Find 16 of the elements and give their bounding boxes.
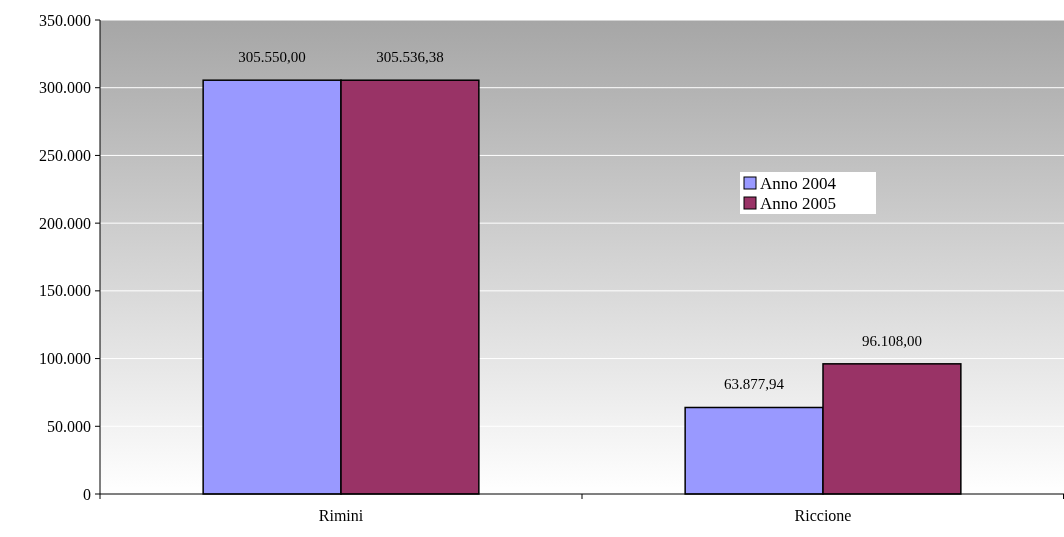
legend-label: Anno 2004: [760, 173, 837, 193]
y-tick-label: 50.000: [47, 417, 91, 435]
y-tick-label: 200.000: [39, 214, 91, 232]
y-tick-label: 300.000: [39, 79, 91, 97]
y-tick-label: 0: [83, 485, 91, 503]
data-label: 305.536,38: [376, 49, 444, 66]
y-tick-label: 150.000: [39, 282, 91, 300]
legend-label: Anno 2005: [760, 193, 837, 213]
y-tick-label: 350.000: [39, 11, 91, 29]
data-label: 96.108,00: [861, 332, 922, 349]
y-tick-label: 100.000: [39, 350, 91, 368]
y-tick-label: 250.000: [39, 147, 91, 165]
data-label: 305.550,00: [238, 49, 306, 66]
x-tick-label: Riccione: [794, 507, 852, 524]
x-tick-label: Rimini: [318, 507, 364, 524]
data-label: 63.877,94: [724, 376, 785, 393]
